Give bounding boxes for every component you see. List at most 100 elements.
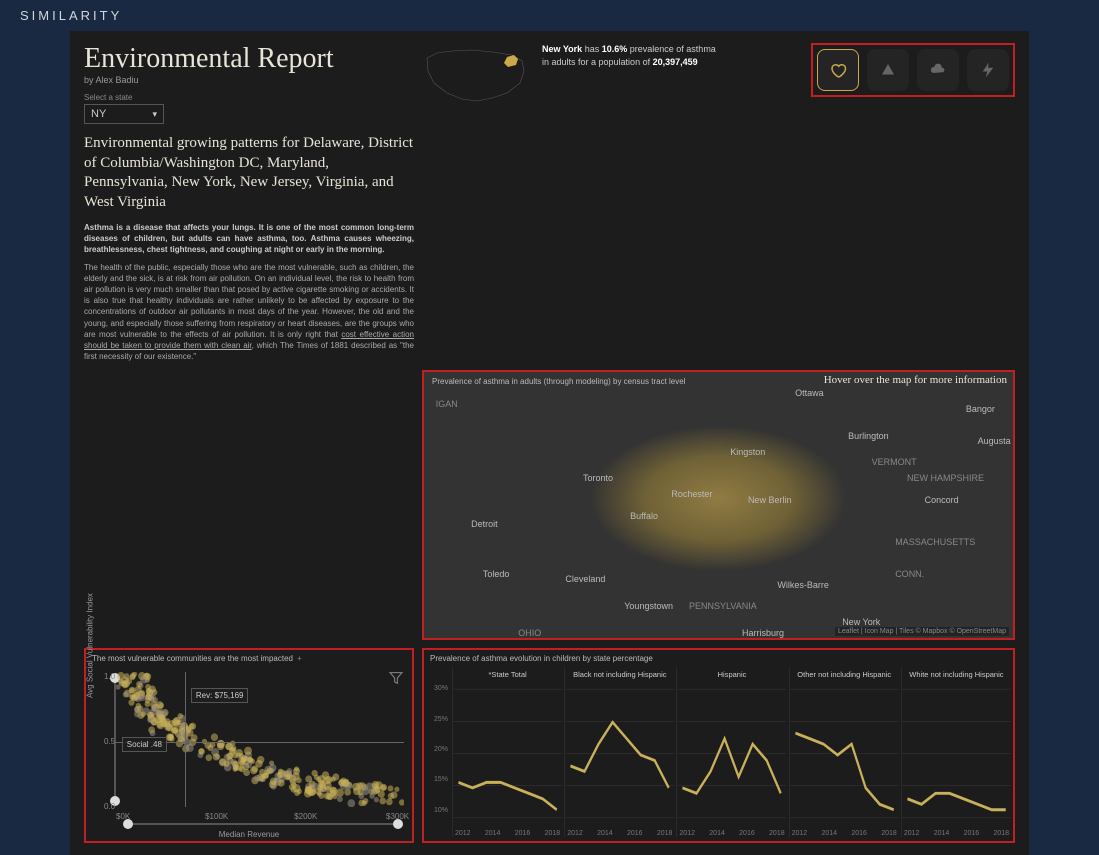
map-label: OHIO xyxy=(518,628,541,638)
x-tick: 2016 xyxy=(964,830,980,837)
dashboard: Environmental Report by Alex Badiu Selec… xyxy=(70,31,1029,855)
map-label: Kingston xyxy=(730,447,765,457)
y-tick: 1.0 xyxy=(104,672,115,681)
annotation-has: has xyxy=(585,44,602,54)
lightning-icon-button[interactable] xyxy=(967,49,1009,91)
map-label: Youngstown xyxy=(624,601,673,611)
x-tick: 2012 xyxy=(904,830,920,837)
lines-panel: Prevalence of asthma evolution in childr… xyxy=(422,648,1015,843)
left-column: Environmental Report by Alex Badiu Selec… xyxy=(84,43,414,362)
lines-y-tick: 30% xyxy=(434,685,448,692)
annotation-population: 20,397,459 xyxy=(653,57,698,67)
scatter-title-text: The most vulnerable communities are the … xyxy=(92,654,293,663)
x-tick: 2016 xyxy=(739,830,755,837)
map-label: Harrisburg xyxy=(742,628,784,638)
ny-choropleth xyxy=(589,425,848,571)
lines-y-tick: 20% xyxy=(434,746,448,753)
scatter-tooltip-rev: Rev: $75,169 xyxy=(191,688,249,703)
map-label: Rochester xyxy=(671,489,712,499)
x-tick: 2014 xyxy=(597,830,613,837)
scatter-y-label: Avg Social Vulnerability Index xyxy=(86,593,95,698)
map-attribution: Leaflet | Icon Map | Tiles © Mapbox © Op… xyxy=(835,627,1009,636)
map-label: Detroit xyxy=(471,519,498,529)
x-tick: $200K xyxy=(294,812,317,821)
intro-body-pre: The health of the public, especially tho… xyxy=(84,263,414,339)
crosshair-vertical xyxy=(185,672,186,807)
mini-map-box: New York has 10.6% prevalence of asthma … xyxy=(422,43,801,108)
map-label: NEW HAMPSHIRE xyxy=(907,473,984,483)
chevron-down-icon: ▾ xyxy=(152,109,157,120)
right-header: New York has 10.6% prevalence of asthma … xyxy=(422,43,1015,362)
report-subtitle: Environmental growing patterns for Delaw… xyxy=(84,134,414,212)
small-multiple-title: Hispanic xyxy=(677,667,786,682)
x-tick: 2018 xyxy=(769,830,785,837)
x-tick: 2014 xyxy=(485,830,501,837)
map-label: Buffalo xyxy=(630,511,658,521)
small-multiple: White not including Hispanic201220142016… xyxy=(901,667,1011,837)
x-slider-thumb-right[interactable] xyxy=(393,819,403,829)
map-label: Augusta xyxy=(978,436,1011,446)
triangle-icon-button[interactable] xyxy=(867,49,909,91)
page-header-label: SIMILARITY xyxy=(20,8,122,23)
map-label: MASSACHUSETTS xyxy=(895,537,975,547)
lines-y-tick: 15% xyxy=(434,776,448,783)
x-tick: 2018 xyxy=(881,830,897,837)
x-tick: 2012 xyxy=(792,830,808,837)
x-slider-thumb-left[interactable] xyxy=(123,819,133,829)
metric-icon-row xyxy=(811,43,1015,97)
x-tick: 2016 xyxy=(851,830,867,837)
map-label: PENNSYLVANIA xyxy=(689,601,757,611)
expand-icon[interactable]: + xyxy=(297,654,302,663)
small-multiple-title: Black not including Hispanic xyxy=(565,667,674,682)
annotation-prevalence: 10.6% xyxy=(602,44,628,54)
scatter-x-slider[interactable] xyxy=(126,823,400,825)
x-tick: 2012 xyxy=(567,830,583,837)
scatter-chart[interactable]: Rev: $75,169 Social .48 xyxy=(116,672,404,807)
map-label: Concord xyxy=(925,495,959,505)
map-label: Toronto xyxy=(583,473,613,483)
x-tick: 2018 xyxy=(657,830,673,837)
x-tick: 2014 xyxy=(821,830,837,837)
map-label: Cleveland xyxy=(565,574,605,584)
y-tick: 0.5 xyxy=(104,737,115,746)
lightning-icon xyxy=(979,61,997,79)
map-canvas[interactable]: OttawaIGANTorontoDetroitToledoClevelandO… xyxy=(424,372,1013,638)
ny-highlight xyxy=(504,55,518,67)
report-title: Environmental Report xyxy=(84,43,414,75)
tooltip-soc-value: .48 xyxy=(151,740,162,749)
y-tick: 0.0 xyxy=(104,802,115,811)
scatter-title: The most vulnerable communities are the … xyxy=(86,650,412,667)
state-select-label: Select a state xyxy=(84,93,414,102)
small-multiple: Hispanic2012201420162018 xyxy=(676,667,786,837)
map-label: Bangor xyxy=(966,404,995,414)
annotation-suffix: prevalence of asthma xyxy=(630,44,716,54)
intro-bold: Asthma is a disease that affects your lu… xyxy=(84,222,414,256)
map-label: New York xyxy=(842,617,880,627)
map-label: Burlington xyxy=(848,431,889,441)
map-hover-hint: Hover over the map for more information xyxy=(824,374,1007,386)
heart-icon-button[interactable] xyxy=(817,49,859,91)
x-tick: $100K xyxy=(205,812,228,821)
map-panel[interactable]: Prevalence of asthma in adults (through … xyxy=(422,370,1015,640)
byline: by Alex Badiu xyxy=(84,75,414,85)
intro-body: The health of the public, especially tho… xyxy=(84,262,414,363)
map-title: Prevalence of asthma in adults (through … xyxy=(426,374,691,389)
page-header: SIMILARITY xyxy=(0,0,1099,31)
small-multiple-title: White not including Hispanic xyxy=(902,667,1011,682)
cloud-icon-button[interactable] xyxy=(917,49,959,91)
map-label: New Berlin xyxy=(748,495,792,505)
state-select[interactable]: NY ▾ xyxy=(84,104,164,124)
annotation-line2: in adults for a population of xyxy=(542,57,653,67)
heart-icon xyxy=(829,61,847,79)
state-annotation: New York has 10.6% prevalence of asthma … xyxy=(542,43,716,108)
annotation-state: New York xyxy=(542,44,582,54)
x-tick: 2016 xyxy=(627,830,643,837)
x-tick: 2012 xyxy=(679,830,695,837)
lines-y-tick: 10% xyxy=(434,807,448,814)
map-label: IGAN xyxy=(436,399,458,409)
us-mini-map xyxy=(422,43,532,108)
small-multiples: 30%25%20%15%10% *State Total201220142016… xyxy=(424,667,1013,841)
state-select-value: NY xyxy=(91,108,106,120)
small-multiple: *State Total2012201420162018 xyxy=(452,667,562,837)
lines-title: Prevalence of asthma evolution in childr… xyxy=(424,650,1013,667)
